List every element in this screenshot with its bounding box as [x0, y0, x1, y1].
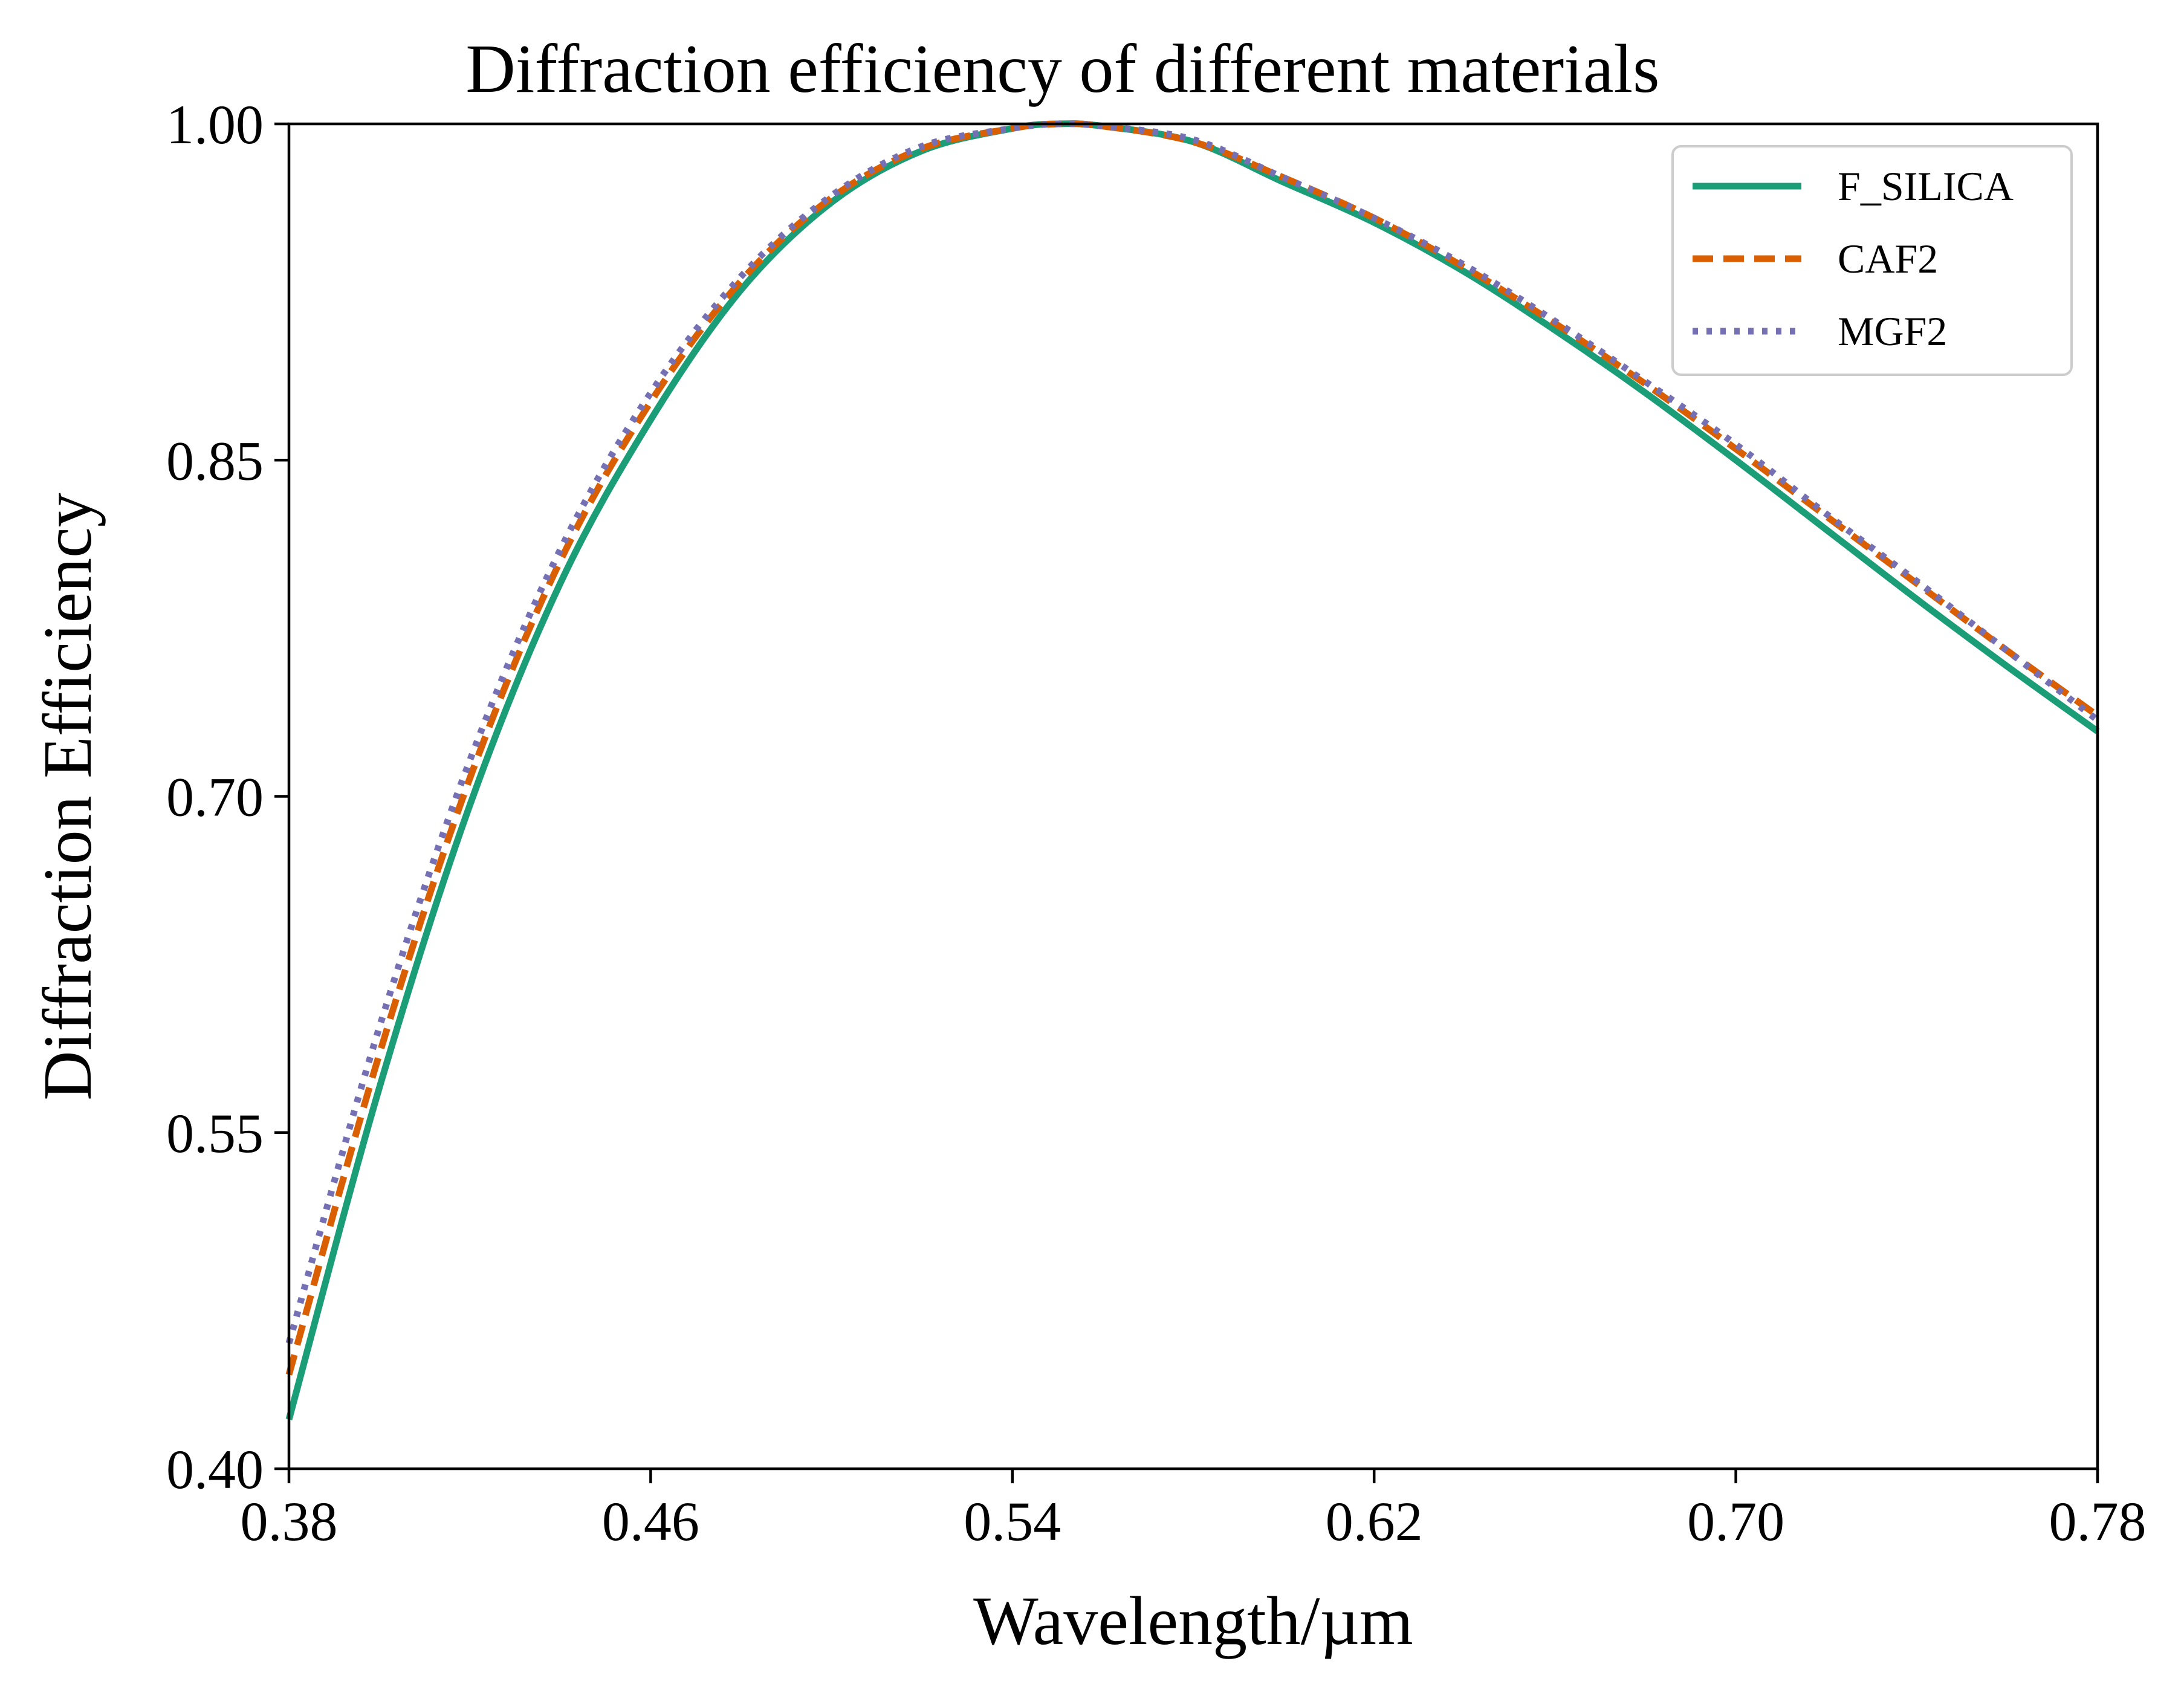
y-axis-label: Diffraction Efficiency — [29, 493, 106, 1101]
x-axis-ticks: 0.38 0.46 0.54 0.62 0.70 0.78 — [241, 1469, 2147, 1552]
x-tick-label: 0.70 — [1687, 1491, 1784, 1552]
legend: F_SILICA CAF2 MGF2 — [1671, 145, 2073, 376]
x-tick-label: 0.78 — [2049, 1491, 2147, 1552]
legend-items: F_SILICA CAF2 MGF2 — [1693, 163, 2014, 354]
x-axis-label: Wavelength/µm — [973, 1582, 1413, 1659]
legend-box — [1671, 145, 2073, 376]
y-tick-label: 0.70 — [166, 766, 264, 828]
y-axis-ticks: 0.40 0.55 0.70 0.85 1.00 — [166, 94, 289, 1500]
legend-label-f-silica: F_SILICA — [1838, 163, 2014, 209]
legend-label-mgf2: MGF2 — [1838, 308, 1947, 354]
y-tick-label: 0.85 — [166, 430, 264, 491]
y-tick-label: 0.40 — [166, 1439, 264, 1500]
chart-title: Diffraction efficiency of different mate… — [465, 30, 1659, 107]
y-tick-label: 0.55 — [166, 1102, 264, 1164]
x-tick-label: 0.46 — [602, 1491, 699, 1552]
x-tick-label: 0.38 — [241, 1491, 338, 1552]
x-tick-label: 0.54 — [964, 1491, 1061, 1552]
legend-label-caf2: CAF2 — [1838, 236, 1938, 282]
x-tick-label: 0.62 — [1326, 1491, 1423, 1552]
y-tick-label: 1.00 — [166, 94, 264, 155]
